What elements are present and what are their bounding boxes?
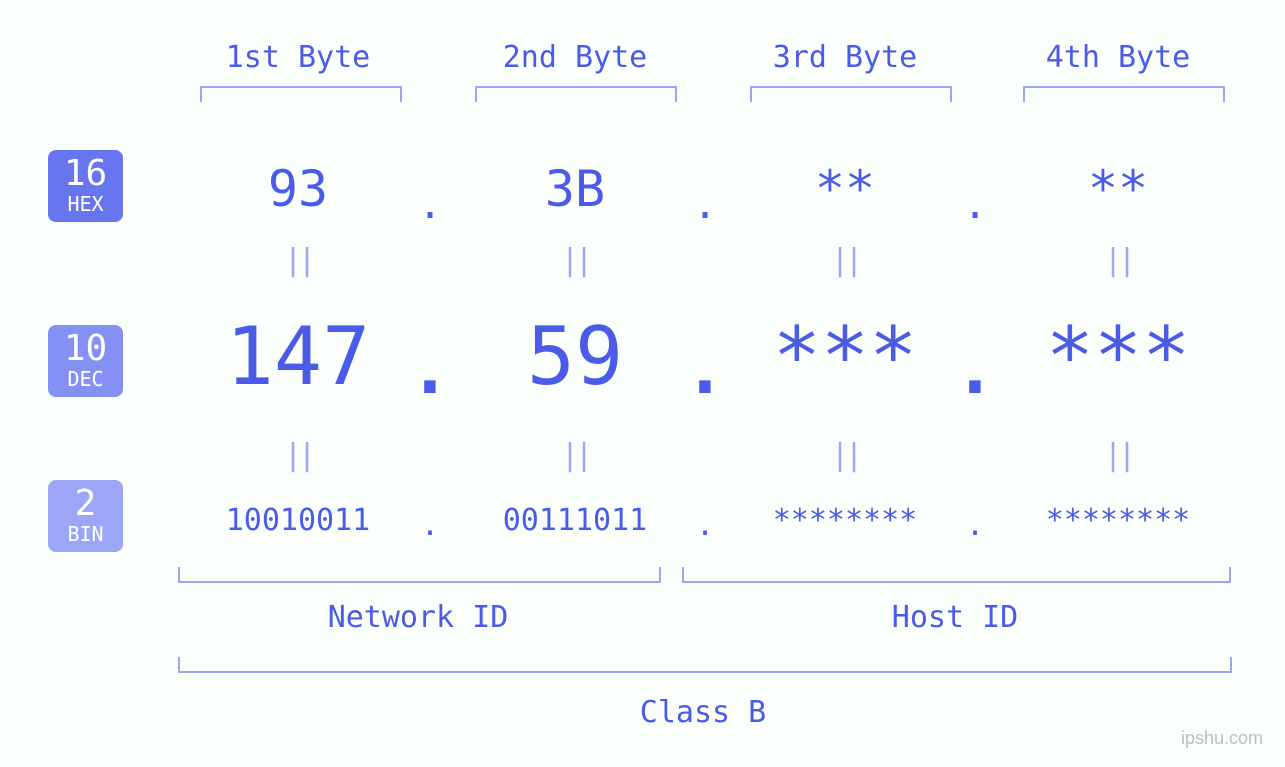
eq-dec-bin-3: || xyxy=(825,438,865,473)
bin-byte-1: 10010011 xyxy=(178,503,418,538)
attribution-text: ipshu.com xyxy=(1181,728,1263,749)
byte-header-3: 3rd Byte xyxy=(745,40,945,75)
byte-bracket-4 xyxy=(1023,86,1225,102)
bin-dot-1: . xyxy=(415,508,445,543)
hex-byte-4: ** xyxy=(1018,160,1218,218)
bin-dot-3: . xyxy=(960,508,990,543)
byte-bracket-3 xyxy=(750,86,952,102)
host-id-bracket xyxy=(682,567,1231,583)
bin-byte-2: 00111011 xyxy=(455,503,695,538)
dec-byte-4: *** xyxy=(988,310,1248,403)
badge-number: 16 xyxy=(48,150,123,192)
hex-byte-3: ** xyxy=(745,160,945,218)
byte-bracket-1 xyxy=(200,86,402,102)
badge-label: DEC xyxy=(48,367,123,397)
badge-number: 10 xyxy=(48,325,123,367)
hex-byte-1: 93 xyxy=(198,160,398,218)
badge-number: 2 xyxy=(48,480,123,522)
host-id-label: Host ID xyxy=(805,600,1105,635)
eq-hex-dec-2: || xyxy=(555,243,595,278)
eq-hex-dec-4: || xyxy=(1098,243,1138,278)
byte-header-2: 2nd Byte xyxy=(475,40,675,75)
dec-byte-3: *** xyxy=(715,310,975,403)
hex-dot-2: . xyxy=(685,182,725,228)
dec-byte-2: 59 xyxy=(445,310,705,403)
byte-bracket-2 xyxy=(475,86,677,102)
hex-dot-3: . xyxy=(955,182,995,228)
bin-byte-3: ******** xyxy=(725,503,965,538)
dec-dot-1: . xyxy=(405,328,455,410)
eq-dec-bin-1: || xyxy=(278,438,318,473)
dec-byte-1: 147 xyxy=(168,310,428,403)
hex-byte-2: 3B xyxy=(475,160,675,218)
network-id-label: Network ID xyxy=(268,600,568,635)
eq-dec-bin-4: || xyxy=(1098,438,1138,473)
byte-header-1: 1st Byte xyxy=(198,40,398,75)
network-id-bracket xyxy=(178,567,661,583)
badge-label: HEX xyxy=(48,192,123,222)
byte-header-4: 4th Byte xyxy=(1018,40,1218,75)
bin-dot-2: . xyxy=(690,508,720,543)
badge-label: BIN xyxy=(48,522,123,552)
class-label: Class B xyxy=(553,695,853,730)
bin-byte-4: ******** xyxy=(998,503,1238,538)
eq-hex-dec-3: || xyxy=(825,243,865,278)
class-bracket xyxy=(178,657,1232,673)
eq-dec-bin-2: || xyxy=(555,438,595,473)
eq-hex-dec-1: || xyxy=(278,243,318,278)
base-badge-bin: 2BIN xyxy=(48,480,123,552)
dec-dot-3: . xyxy=(950,328,1000,410)
base-badge-dec: 10DEC xyxy=(48,325,123,397)
dec-dot-2: . xyxy=(680,328,730,410)
base-badge-hex: 16HEX xyxy=(48,150,123,222)
hex-dot-1: . xyxy=(410,182,450,228)
